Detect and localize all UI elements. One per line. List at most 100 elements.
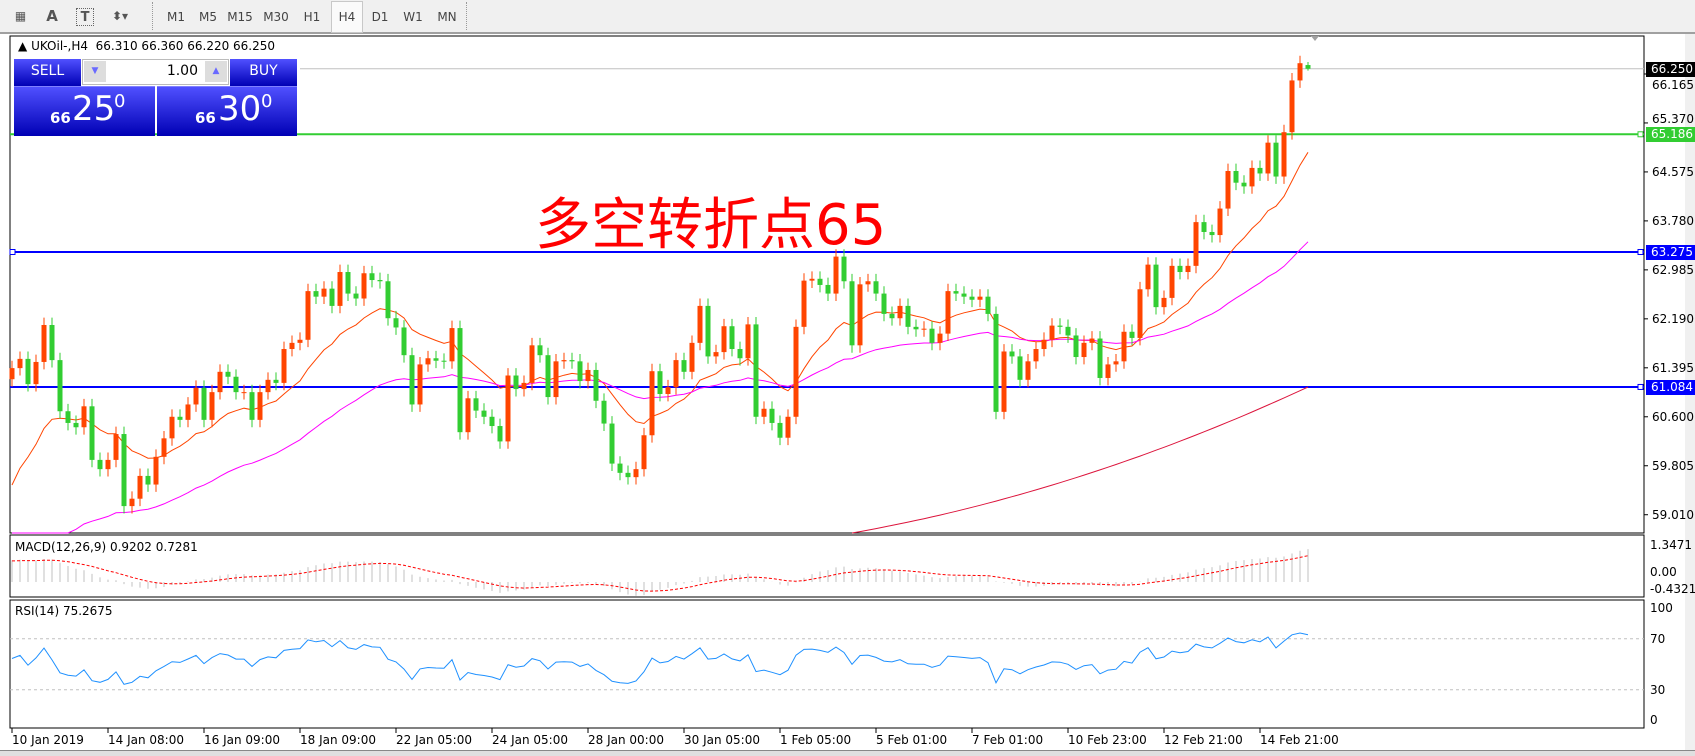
candle-body [1169, 265, 1175, 298]
arrows-icon[interactable]: ⬍▾ [111, 9, 129, 23]
timeframe-h1[interactable]: H1 [303, 10, 321, 24]
candle-body [1209, 231, 1215, 236]
collapse-triangle-icon[interactable]: ▲ [18, 39, 28, 53]
candle-body [89, 406, 95, 460]
candle-body [433, 358, 439, 361]
timeframe-h4[interactable]: H4 [331, 1, 363, 33]
candle-body [849, 281, 855, 346]
sell-price-panel[interactable]: 66 25 0 [14, 86, 155, 136]
candle-body [249, 392, 255, 420]
candle-body [97, 459, 103, 470]
candle-body [193, 387, 199, 405]
line-handle [1637, 131, 1644, 138]
timeframe-m5[interactable]: M5 [199, 10, 217, 24]
annotation-text[interactable]: 多空转折点65 [535, 193, 887, 258]
moving-average-slow [851, 386, 1309, 534]
rsi-frame [9, 599, 1645, 729]
buy-price-panel[interactable]: 66 30 0 [157, 86, 297, 136]
price-tick-label: 65.370 [1652, 112, 1694, 127]
candle-body [1185, 265, 1191, 273]
price-tick-label: 66.165 [1652, 77, 1694, 92]
candle-body [457, 328, 463, 433]
candle-body [697, 305, 703, 343]
buy-price-fraction: 0 [261, 91, 273, 112]
lot-increase-button[interactable]: ▲ [205, 61, 227, 82]
candle-body [569, 360, 575, 362]
candle-body [281, 349, 287, 383]
candle-body [209, 392, 215, 420]
candle-body [297, 339, 303, 343]
buy-button[interactable]: BUY [230, 59, 297, 86]
timeframe-m1[interactable]: M1 [167, 10, 185, 24]
candle-body [289, 342, 295, 350]
rsi-axis-30: 30 [1650, 683, 1666, 697]
candle-body [345, 272, 351, 294]
timeframe-m30[interactable]: M30 [263, 10, 289, 24]
timeframe-m15[interactable]: M15 [227, 10, 253, 24]
candle-body [361, 273, 367, 299]
candle-body [1161, 297, 1167, 308]
sell-button[interactable]: SELL [14, 59, 81, 86]
time-tick-label: 24 Jan 05:00 [492, 733, 568, 747]
candle-body [729, 326, 735, 350]
timeframe-d1[interactable]: D1 [371, 10, 389, 24]
time-tick-label: 7 Feb 01:00 [972, 733, 1044, 747]
time-tick-label: 10 Feb 23:00 [1068, 733, 1147, 747]
price-tick-label: 60.600 [1652, 409, 1694, 424]
candle-body [321, 288, 327, 297]
time-tick-label: 22 Jan 05:00 [396, 733, 472, 747]
candle-body [1073, 335, 1079, 358]
macd-label: MACD(12,26,9) 0.9202 0.7281 [15, 540, 198, 554]
toolbar-separator [152, 2, 154, 30]
candle-body [833, 256, 839, 294]
chart-header: ▲ UKOil-,H4 66.310 66.360 66.220 66.250 [18, 39, 275, 53]
toolbar-separator [466, 2, 468, 30]
candle-body [9, 368, 15, 380]
candle-body [481, 410, 487, 417]
time-tick-label: 1 Feb 05:00 [780, 733, 852, 747]
text-A-icon[interactable]: A [46, 7, 58, 25]
candle-body [265, 379, 271, 393]
candle-body [449, 328, 455, 362]
candle-body [1025, 361, 1031, 380]
text-label-T-icon[interactable]: T [76, 8, 94, 26]
candle-body [169, 416, 175, 439]
candle-body [225, 371, 231, 377]
candle-body [465, 398, 471, 433]
candle-body [1105, 364, 1111, 378]
candle-body [969, 296, 975, 300]
candle-body [1201, 222, 1207, 232]
timeframe-mn[interactable]: MN [437, 10, 457, 24]
candle-body [1129, 331, 1135, 338]
candle-body [489, 416, 495, 427]
candle-body [577, 361, 583, 382]
candle-body [873, 281, 879, 294]
candle-body [65, 411, 71, 423]
candle-body [761, 408, 767, 417]
lot-size-input[interactable]: ▼ 1.00 ▲ [82, 59, 229, 85]
grid-icon[interactable]: ▦ [14, 9, 26, 23]
candle-body [769, 408, 775, 423]
candle-body [1257, 167, 1263, 174]
ohlc-values: 66.310 66.360 66.220 66.250 [95, 39, 276, 53]
candle-body [521, 382, 527, 390]
candle-body [593, 369, 599, 401]
time-tick-label: 30 Jan 05:00 [684, 733, 760, 747]
lot-decrease-button[interactable]: ▼ [84, 61, 106, 82]
candle-body [793, 326, 799, 417]
chart-window[interactable] [0, 34, 1685, 750]
chart-tabs-strip[interactable] [0, 750, 1695, 756]
candle-body [49, 324, 55, 361]
candle-body [649, 371, 655, 436]
candle-body [689, 342, 695, 372]
candle-body [681, 360, 687, 372]
candle-body [161, 438, 167, 457]
buy-label: BUY [249, 63, 278, 79]
candle-body [105, 459, 111, 470]
symbol-label: UKOil-,H4 [31, 39, 88, 53]
candle-body [33, 361, 39, 385]
candle-body [137, 475, 143, 499]
candle-body [897, 305, 903, 319]
timeframe-w1[interactable]: W1 [403, 10, 423, 24]
toolbar: ▦ A T ⬍▾ M1 M5 M15 M30 H1 H4 D1 W1 MN [0, 0, 1695, 34]
